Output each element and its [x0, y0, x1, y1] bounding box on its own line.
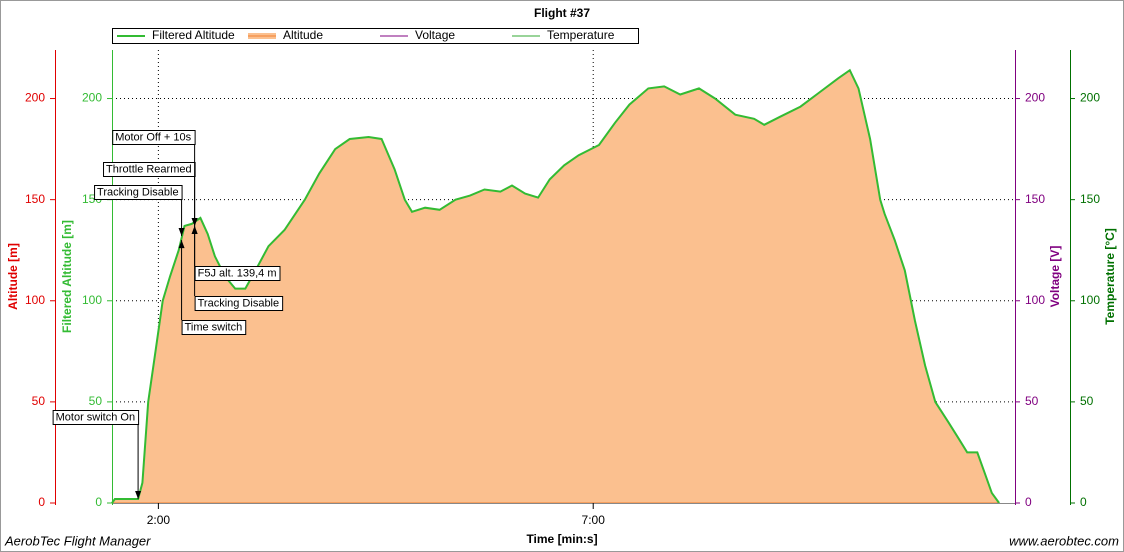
chart-title: Flight #37	[534, 6, 590, 20]
y-tick-label: 50	[32, 394, 46, 408]
annotation-box	[94, 185, 183, 200]
annotation-arrow	[191, 225, 198, 234]
y-tick-label: 150	[1080, 192, 1100, 206]
y-tick-label: 200	[1080, 91, 1100, 105]
footer-right: www.aerobtec.com	[1009, 533, 1119, 548]
annotation-box	[194, 296, 284, 311]
annotation-box	[112, 130, 196, 145]
legend-label: Filtered Altitude	[152, 28, 235, 42]
x-tick-label: 2:00	[147, 513, 171, 527]
annotation-label: Tracking Disable	[97, 186, 179, 198]
y-axis-label: Temperature [°C]	[1103, 228, 1117, 325]
annotation-label: F5J alt. 139,4 m	[198, 267, 277, 279]
annotation-box	[181, 320, 247, 335]
x-tick-label: 7:00	[582, 513, 606, 527]
y-axis-label: Altitude [m]	[6, 243, 20, 310]
filtered-altitude-line	[111, 68, 1000, 504]
y-tick-label: 200	[25, 91, 45, 105]
y-tick-label: 0	[1080, 495, 1087, 509]
footer-left: AerobTec Flight Manager	[4, 533, 151, 548]
y-tick-label: 50	[89, 394, 103, 408]
y-tick-label: 0	[1025, 495, 1032, 509]
annotation-arrow	[191, 217, 198, 226]
annotation-label: Throttle Rearmed	[106, 163, 192, 175]
x-axis-label: Time [min:s]	[526, 532, 597, 546]
y-tick-label: 200	[1025, 91, 1045, 105]
y-tick-label: 200	[82, 91, 102, 105]
y-tick-label: 50	[1025, 394, 1039, 408]
legend-label: Altitude	[283, 28, 323, 42]
y-axis-label: Voltage [V]	[1048, 246, 1062, 308]
legend-label: Temperature	[547, 28, 615, 42]
y-tick-label: 150	[25, 192, 45, 206]
y-tick-label: 100	[1080, 293, 1100, 307]
y-tick-label: 100	[82, 293, 102, 307]
legend	[112, 28, 639, 44]
annotation-label: Motor switch On	[56, 411, 135, 423]
y-tick-label: 100	[1025, 293, 1045, 307]
legend-label: Voltage	[415, 28, 455, 42]
y-tick-label: 50	[1080, 394, 1094, 408]
y-tick-label: 150	[1025, 192, 1045, 206]
y-tick-label: 0	[38, 495, 45, 509]
y-tick-label: 100	[25, 293, 45, 307]
annotation-label: Tracking Disable	[198, 297, 280, 309]
annotation-box	[52, 410, 140, 425]
annotation-label: Motor Off + 10s	[115, 131, 191, 143]
annotation-arrow	[135, 490, 142, 499]
y-axis-label: Filtered Altitude [m]	[60, 220, 74, 333]
y-tick-label: 0	[95, 495, 102, 509]
annotation-arrow	[178, 240, 185, 249]
annotation-label: Time switch	[185, 321, 243, 333]
annotation-arrow	[178, 228, 185, 237]
